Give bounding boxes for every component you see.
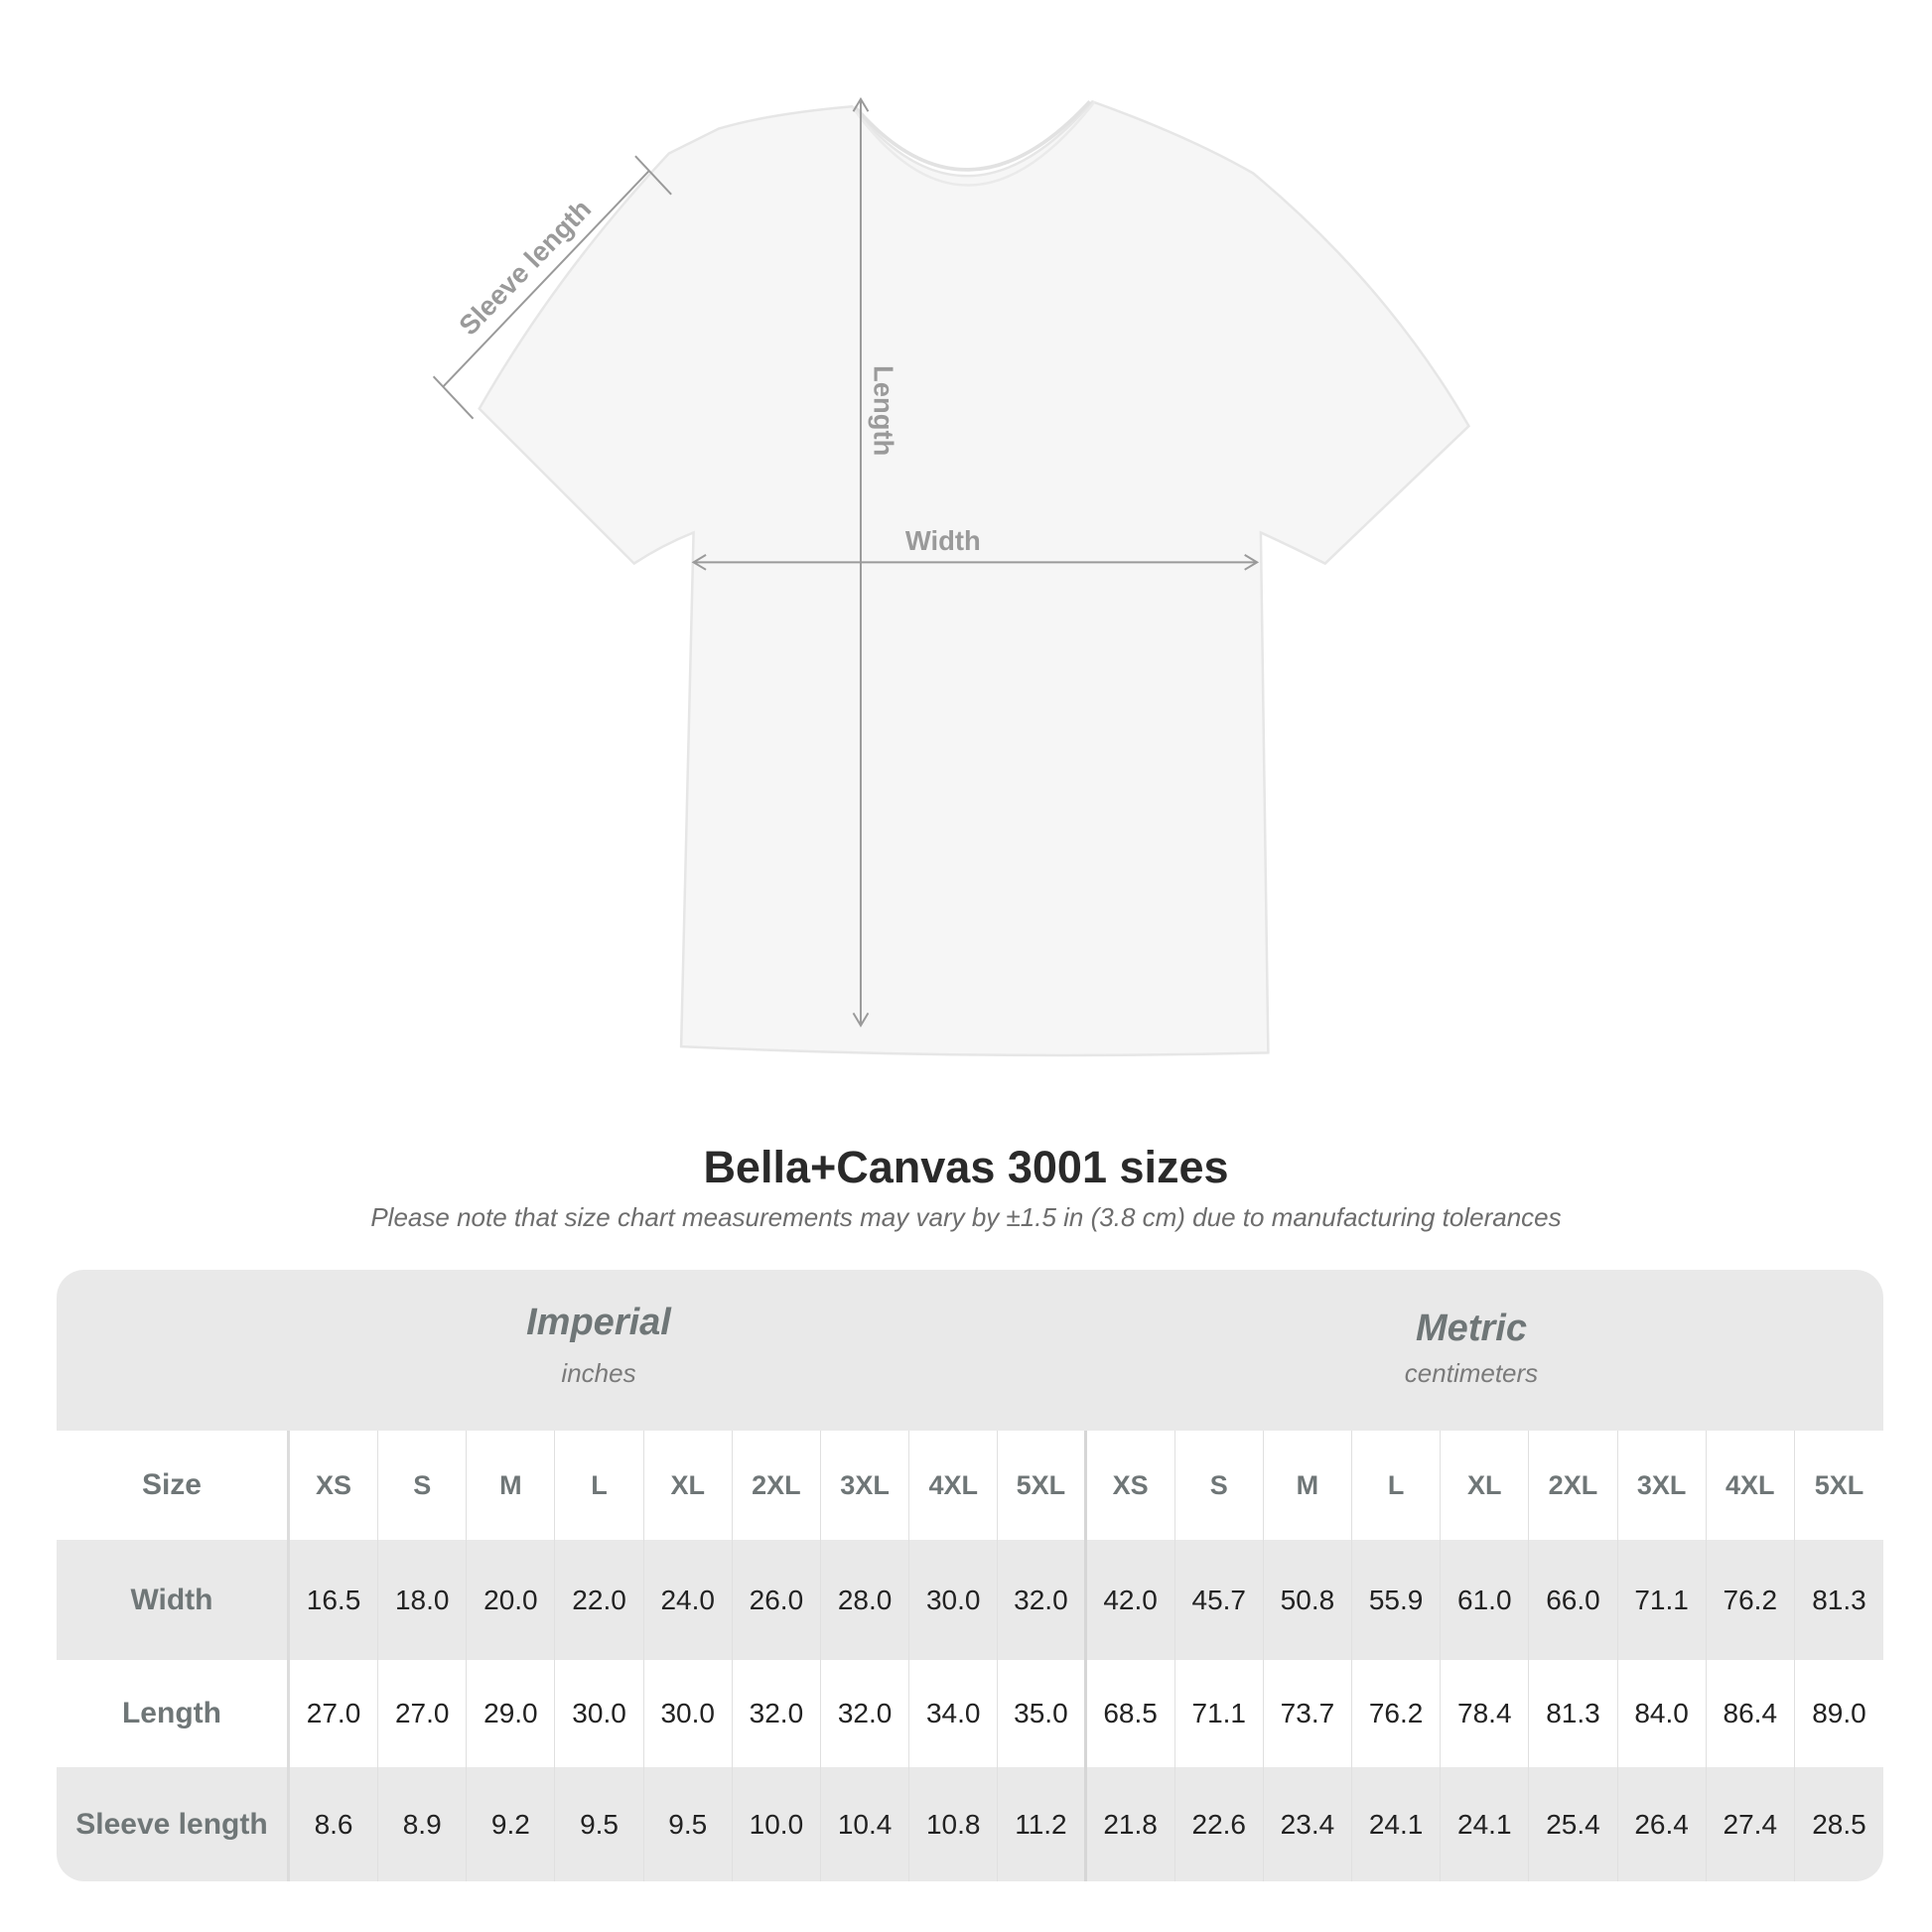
table-cell: 24.1 bbox=[1352, 1767, 1442, 1881]
table-cell: 42.0 bbox=[1087, 1540, 1175, 1660]
table-cell: 71.1 bbox=[1175, 1660, 1264, 1767]
tshirt-image bbox=[478, 99, 1471, 1057]
table-cell: 30.0 bbox=[555, 1660, 644, 1767]
table-cell: 29.0 bbox=[467, 1660, 556, 1767]
table-cell: 32.0 bbox=[821, 1660, 910, 1767]
table-cell: 84.0 bbox=[1618, 1660, 1707, 1767]
table-cell: 30.0 bbox=[909, 1540, 999, 1660]
table-cell: 21.8 bbox=[1087, 1767, 1175, 1881]
table-cell: 18.0 bbox=[378, 1540, 468, 1660]
table-cell: 25.4 bbox=[1529, 1767, 1618, 1881]
table-cell: 76.2 bbox=[1352, 1660, 1442, 1767]
imperial-header: Imperial inches bbox=[301, 1302, 897, 1389]
table-cell: 24.0 bbox=[644, 1540, 733, 1660]
table-cell: 27.4 bbox=[1707, 1767, 1795, 1881]
table-cell: 32.0 bbox=[998, 1540, 1087, 1660]
table-cell: 30.0 bbox=[644, 1660, 733, 1767]
table-cell: 73.7 bbox=[1264, 1660, 1353, 1767]
table-cell: 81.3 bbox=[1812, 1584, 1866, 1615]
size-header-cell: 3XL bbox=[821, 1431, 910, 1540]
sleeve-length-arrow bbox=[442, 170, 650, 387]
size-header-row: Size XS S M L XL 2XL 3XL 4XL 5XL XS S M L XL 2XL 3XL 4XL 5… bbox=[57, 1431, 1883, 1540]
table-cell: 28.5 bbox=[1812, 1808, 1866, 1840]
table-cell: 50.8 bbox=[1264, 1540, 1353, 1660]
size-header-cell: XL bbox=[1441, 1431, 1530, 1540]
table-cell: 34.0 bbox=[909, 1660, 999, 1767]
table-cell: 9.5 bbox=[555, 1767, 644, 1881]
table-cell: 45.7 bbox=[1175, 1540, 1264, 1660]
size-header-cell: 4XL bbox=[1707, 1431, 1795, 1540]
table-cell: 23.4 bbox=[1264, 1767, 1353, 1881]
size-header-cell: XS bbox=[1087, 1431, 1175, 1540]
imperial-unit: inches bbox=[561, 1358, 636, 1388]
page-title: Bella+Canvas 3001 sizes bbox=[703, 1142, 1229, 1192]
table-cell: 11.2 bbox=[998, 1767, 1087, 1881]
table-cell: 86.4 bbox=[1707, 1660, 1795, 1767]
size-header-cell: M bbox=[467, 1431, 556, 1540]
table-cell: 8.6 bbox=[290, 1767, 379, 1881]
tolerance-note: Please note that size chart measurements… bbox=[370, 1202, 1562, 1232]
size-header-cell: 2XL bbox=[1529, 1431, 1618, 1540]
size-header-cell: XS bbox=[290, 1431, 379, 1540]
size-header-cell: 5XL bbox=[1814, 1469, 1864, 1500]
table-cell: 68.5 bbox=[1087, 1660, 1175, 1767]
table-cell: 27.0 bbox=[290, 1660, 379, 1767]
metric-header: Metric centimeters bbox=[1173, 1308, 1769, 1389]
size-table: Imperial inches Metric centimeters Size X… bbox=[57, 1270, 1883, 1881]
row-label: Sleeve length bbox=[57, 1767, 290, 1881]
metric-title: Metric bbox=[1416, 1308, 1527, 1349]
table-cell: 26.0 bbox=[733, 1540, 821, 1660]
imperial-title: Imperial bbox=[526, 1302, 671, 1343]
size-header-cell: 4XL bbox=[909, 1431, 999, 1540]
table-cell: 8.9 bbox=[378, 1767, 468, 1881]
units-header bbox=[57, 1270, 1883, 1431]
table-cell: 26.4 bbox=[1618, 1767, 1707, 1881]
table-cell: 81.3 bbox=[1529, 1660, 1618, 1767]
size-header-cell: M bbox=[1264, 1431, 1353, 1540]
metric-unit: centimeters bbox=[1404, 1358, 1539, 1388]
row-label: Size bbox=[57, 1431, 290, 1540]
table-row: Sleeve length 8.6 8.9 9.2 9.5 9.5 10.0 10.4 10.8… bbox=[57, 1767, 1883, 1881]
table-cell: 71.1 bbox=[1618, 1540, 1707, 1660]
table-cell: 10.0 bbox=[733, 1767, 821, 1881]
table-cell: 16.5 bbox=[290, 1540, 379, 1660]
width-label: Width bbox=[905, 525, 981, 556]
table-cell: 27.0 bbox=[378, 1660, 468, 1767]
table-cell: 10.4 bbox=[821, 1767, 910, 1881]
size-header-cell: L bbox=[1352, 1431, 1442, 1540]
table-cell: 28.0 bbox=[821, 1540, 910, 1660]
row-label: Width bbox=[57, 1540, 290, 1660]
length-label: Length bbox=[869, 365, 899, 456]
table-cell: 76.2 bbox=[1707, 1540, 1795, 1660]
table-cell: 89.0 bbox=[1812, 1698, 1866, 1728]
table-cell: 55.9 bbox=[1352, 1540, 1442, 1660]
table-cell: 22.6 bbox=[1175, 1767, 1264, 1881]
table-cell: 9.2 bbox=[467, 1767, 556, 1881]
size-header-cell: 5XL bbox=[998, 1431, 1087, 1540]
table-cell: 10.8 bbox=[909, 1767, 999, 1881]
table-cell: 24.1 bbox=[1441, 1767, 1530, 1881]
size-header-cell: S bbox=[1175, 1431, 1264, 1540]
table-cell: 22.0 bbox=[555, 1540, 644, 1660]
table-cell: 78.4 bbox=[1441, 1660, 1530, 1767]
table-row: Length 27.0 27.0 29.0 30.0 30.0 32.0 32.0 34.0 35… bbox=[57, 1660, 1883, 1767]
table-cell: 9.5 bbox=[644, 1767, 733, 1881]
table-cell: 20.0 bbox=[467, 1540, 556, 1660]
size-header-cell: XL bbox=[644, 1431, 733, 1540]
table-cell: 35.0 bbox=[998, 1660, 1087, 1767]
table-cell: 66.0 bbox=[1529, 1540, 1618, 1660]
size-header-cell: L bbox=[555, 1431, 644, 1540]
table-cell: 61.0 bbox=[1441, 1540, 1530, 1660]
size-header-cell: S bbox=[378, 1431, 468, 1540]
table-row: Width 16.5 18.0 20.0 22.0 24.0 26.0 28.0 30.0 32.… bbox=[57, 1540, 1883, 1660]
size-header-cell: 2XL bbox=[733, 1431, 821, 1540]
table-cell: 32.0 bbox=[733, 1660, 821, 1767]
size-header-cell: 3XL bbox=[1618, 1431, 1707, 1540]
row-label: Length bbox=[57, 1660, 290, 1767]
